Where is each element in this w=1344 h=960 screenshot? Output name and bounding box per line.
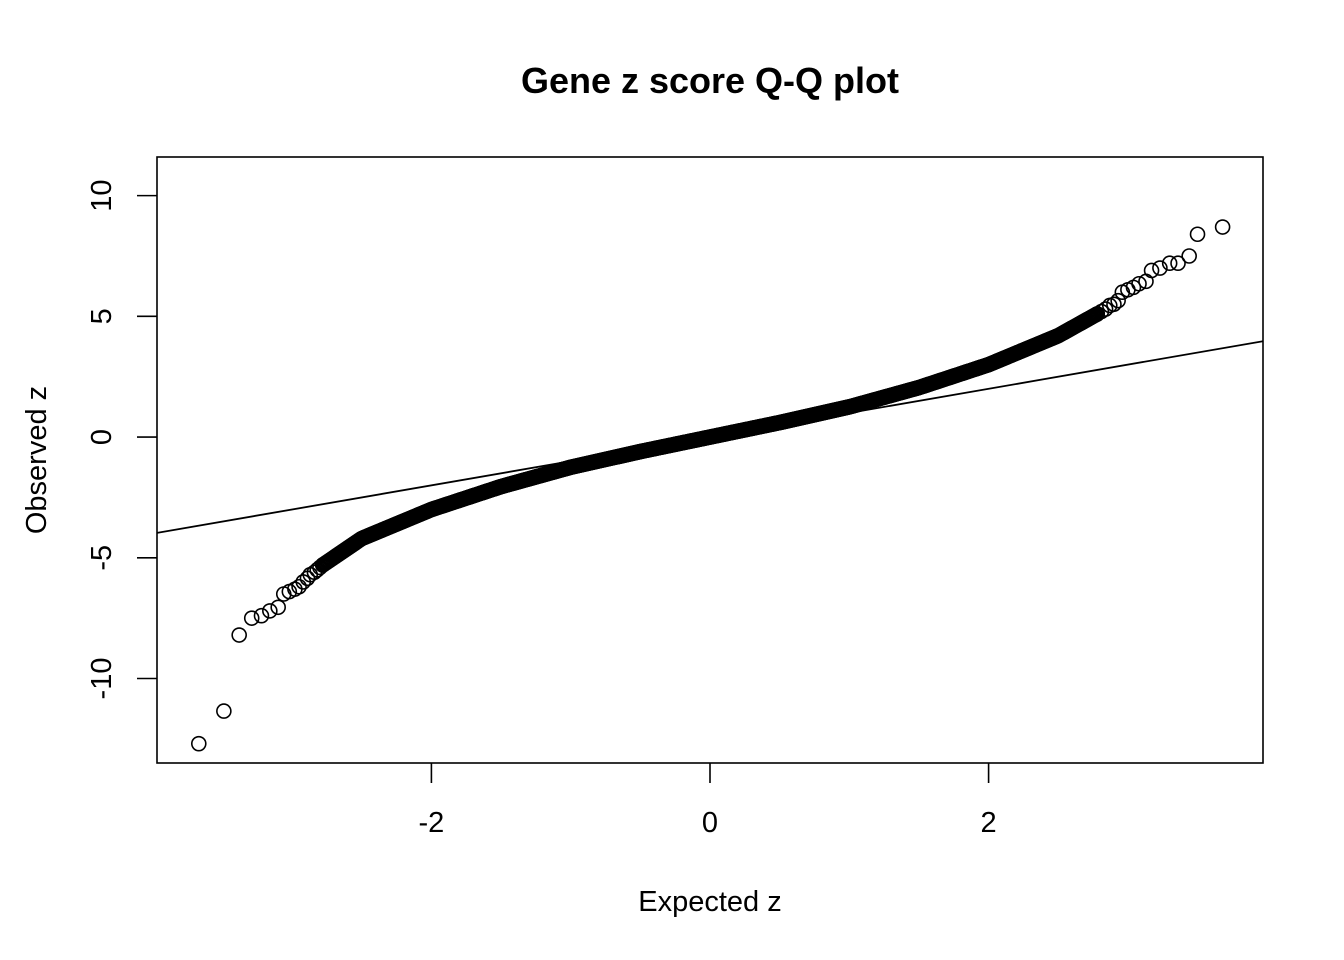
data-point bbox=[1181, 248, 1197, 264]
data-point bbox=[1131, 275, 1147, 292]
data-point bbox=[1143, 262, 1160, 279]
data-point bbox=[190, 735, 207, 752]
y-axis: -10 -5 0 5 10 bbox=[86, 179, 157, 699]
y-tick-label: 10 bbox=[86, 179, 118, 211]
y-axis-label: Observed z bbox=[21, 386, 53, 534]
x-axis: -2 0 2 bbox=[419, 763, 997, 839]
x-tick-label: 2 bbox=[981, 807, 997, 839]
plot-frame bbox=[156, 156, 1264, 764]
x-axis-label: Expected z bbox=[638, 886, 781, 918]
data-point bbox=[216, 703, 232, 719]
data-point bbox=[1161, 255, 1178, 272]
chart-title: Gene z score Q-Q plot bbox=[521, 60, 899, 101]
y-tick-label: 0 bbox=[86, 429, 118, 445]
y-tick-label: -10 bbox=[86, 658, 118, 700]
data-point bbox=[243, 610, 260, 626]
data-point bbox=[1110, 292, 1126, 309]
y-tick-label: 5 bbox=[86, 308, 118, 324]
x-tick-label: -2 bbox=[419, 807, 445, 839]
data-point bbox=[314, 557, 331, 573]
data-point bbox=[270, 599, 286, 616]
data-point bbox=[1106, 296, 1122, 313]
data-point bbox=[309, 562, 325, 578]
x-tick-label: 0 bbox=[702, 807, 718, 839]
data-point bbox=[291, 578, 307, 595]
data-point bbox=[1214, 219, 1231, 235]
data-point bbox=[1170, 255, 1186, 272]
data-points bbox=[190, 219, 1231, 752]
data-point bbox=[1152, 260, 1168, 276]
data-point bbox=[253, 607, 270, 624]
data-point bbox=[231, 627, 247, 643]
data-point bbox=[312, 559, 328, 576]
data-point bbox=[1097, 301, 1114, 317]
y-tick-label: -5 bbox=[86, 545, 118, 571]
data-point bbox=[1189, 226, 1206, 243]
data-point bbox=[262, 603, 278, 619]
